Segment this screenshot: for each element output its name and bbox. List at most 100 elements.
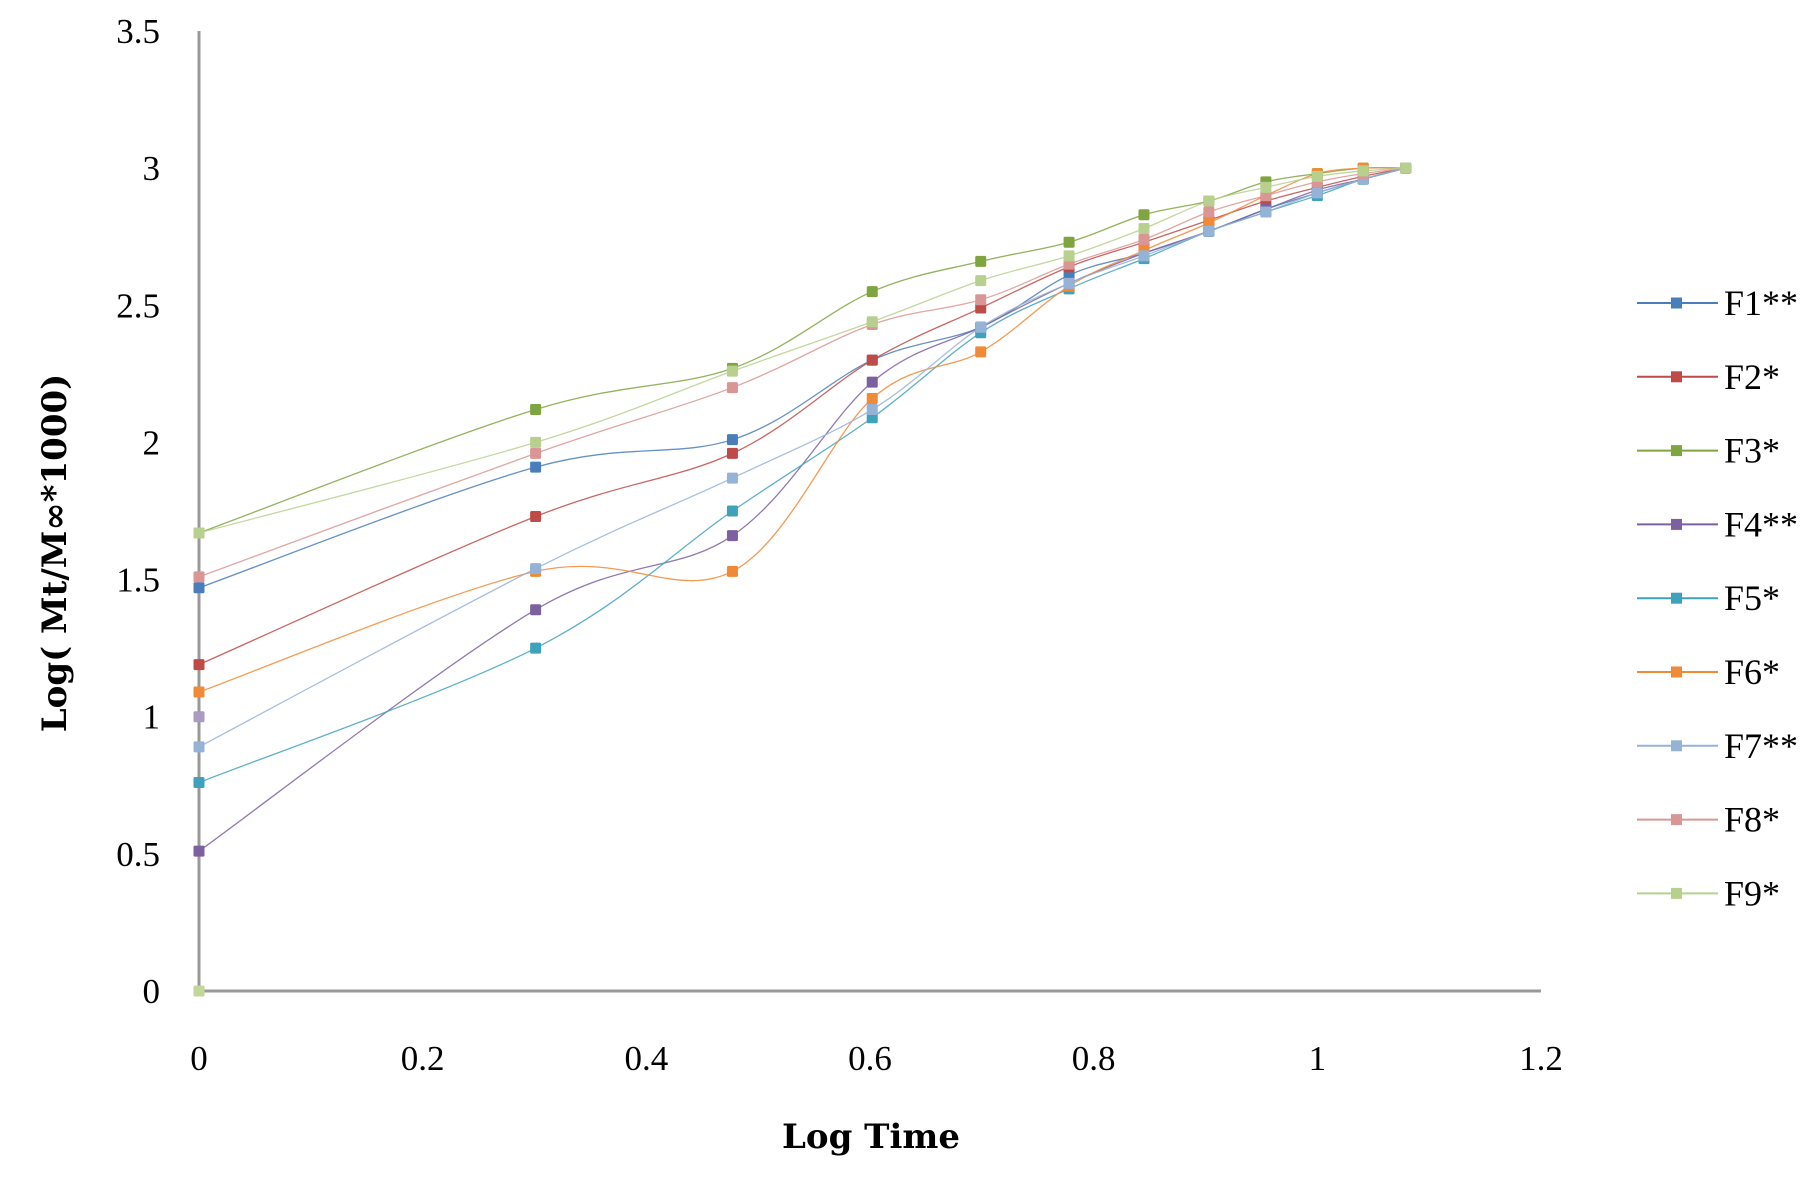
legend-label: F1**: [1724, 283, 1798, 323]
legend-marker: [1671, 740, 1682, 752]
legend-label: F8*: [1724, 800, 1780, 840]
legend-marker: [1671, 666, 1682, 678]
data-point: [726, 565, 738, 577]
legend-marker: [1671, 592, 1682, 604]
data-point: [193, 741, 205, 753]
data-point: [193, 571, 205, 583]
data-point: [1260, 206, 1272, 218]
data-point: [193, 686, 205, 698]
data-point: [1311, 187, 1323, 199]
data-point: [530, 404, 542, 416]
y-tick-label: 3: [143, 149, 161, 188]
y-axis-title: Log( Mt/M∞*1000): [35, 374, 75, 733]
data-point: [530, 436, 542, 448]
x-tick-labels: 0 0.2 0.4 0.6 0.8 1 1.2: [190, 1039, 1563, 1078]
x-tick-label: 0.6: [848, 1039, 892, 1078]
series-line-F6: [198, 167, 1406, 693]
legend-marker: [1671, 814, 1682, 826]
y-tick-label: 1: [143, 698, 161, 737]
data-point: [866, 316, 878, 328]
legend-marker: [1671, 297, 1682, 309]
data-point: [726, 505, 738, 517]
series-line-F2: [198, 167, 1406, 666]
legend-label: F3*: [1724, 431, 1780, 471]
x-axis-title: Log Time: [782, 1117, 960, 1157]
x-tick-label: 0.8: [1072, 1039, 1116, 1078]
legend-label: F9*: [1724, 873, 1780, 913]
data-point: [1400, 162, 1412, 174]
data-point: [726, 382, 738, 394]
data-point: [193, 845, 205, 857]
data-point: [1203, 206, 1215, 218]
y-tick-label: 2.5: [116, 286, 160, 325]
y-tick-label: 1.5: [116, 561, 160, 600]
legend-marker: [1671, 371, 1682, 383]
data-point: [530, 563, 542, 575]
legend: F1** F2* F3* F4** F5* F6* F7** F8* F9*: [1637, 283, 1798, 913]
data-point: [1260, 181, 1272, 193]
data-point: [1063, 277, 1075, 289]
series-line-F8: [198, 167, 1406, 578]
data-point: [1138, 209, 1150, 221]
data-point: [193, 985, 205, 997]
legend-label: F4**: [1724, 504, 1798, 544]
data-point: [975, 346, 987, 358]
series-markers: [193, 162, 1412, 997]
legend-label: F7**: [1724, 726, 1798, 766]
series-line-F3: [198, 167, 1406, 534]
y-tick-label: 3.5: [116, 12, 160, 51]
data-point: [975, 275, 987, 287]
data-point: [530, 642, 542, 654]
y-tick-label: 2: [143, 423, 161, 462]
legend-marker: [1671, 445, 1682, 457]
y-tick-label: 0.5: [116, 835, 160, 874]
x-tick-label: 1: [1309, 1039, 1327, 1078]
series-line-F1: [198, 167, 1406, 589]
data-point: [726, 447, 738, 459]
legend-label: F5*: [1724, 578, 1780, 618]
data-point: [1063, 236, 1075, 248]
data-point: [1203, 225, 1215, 237]
data-point: [1138, 233, 1150, 245]
data-point: [1138, 250, 1150, 262]
data-point: [975, 255, 987, 267]
data-point: [866, 393, 878, 405]
data-point: [1203, 195, 1215, 207]
data-point: [1311, 170, 1323, 182]
data-point: [1357, 165, 1369, 177]
data-point: [1063, 250, 1075, 262]
data-point: [1138, 222, 1150, 234]
legend-marker: [1671, 887, 1682, 899]
data-point: [530, 510, 542, 522]
data-point: [193, 777, 205, 789]
series-line-F7: [198, 167, 1406, 748]
x-tick-label: 1.2: [1519, 1039, 1563, 1078]
data-point: [975, 294, 987, 306]
legend-label: F2*: [1724, 357, 1780, 397]
data-point: [866, 354, 878, 366]
y-tick-labels: 0 0.5 1 1.5 2 2.5 3 3.5: [116, 12, 160, 1011]
data-point: [193, 582, 205, 594]
data-point: [726, 434, 738, 446]
legend-marker: [1671, 518, 1682, 530]
series-line-F9: [198, 167, 1406, 534]
data-point: [193, 659, 205, 671]
data-point: [193, 527, 205, 539]
data-point: [530, 461, 542, 473]
legend-label: F6*: [1724, 652, 1780, 692]
data-point: [726, 530, 738, 542]
x-tick-label: 0: [190, 1039, 208, 1078]
y-tick-label: 0: [143, 972, 161, 1011]
data-point: [866, 404, 878, 416]
data-point: [866, 376, 878, 388]
data-point: [530, 604, 542, 616]
series-line-F5: [198, 167, 1406, 784]
x-tick-label: 0.4: [624, 1039, 668, 1078]
data-point: [530, 447, 542, 459]
data-point: [726, 365, 738, 377]
data-point: [193, 711, 205, 723]
series-lines: [198, 167, 1406, 852]
x-tick-label: 0.2: [401, 1039, 445, 1078]
data-point: [975, 321, 987, 333]
